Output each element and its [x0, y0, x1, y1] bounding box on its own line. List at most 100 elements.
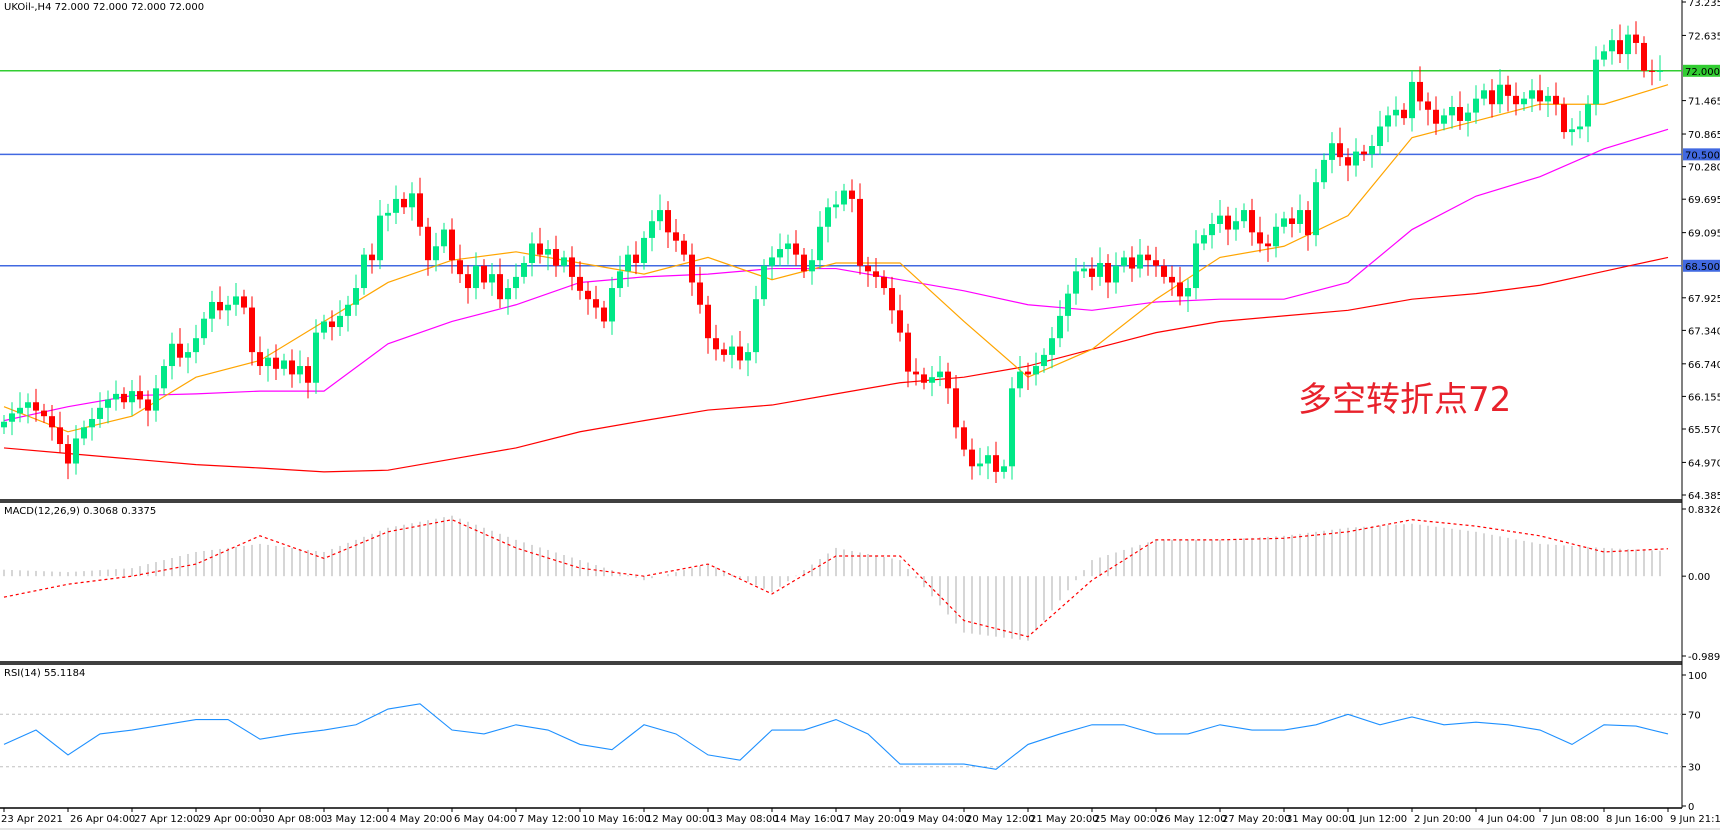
- chart-title: UKOil-,H4 72.000 72.000 72.000 72.000: [4, 2, 205, 13]
- ma-mid-line: [3, 128, 1669, 422]
- candle-body: [217, 301, 223, 311]
- candle: [1497, 69, 1503, 114]
- candle-body: [1633, 34, 1639, 43]
- price-tick-label: 66.740: [1688, 360, 1720, 371]
- candle: [217, 286, 223, 320]
- candle: [873, 257, 879, 289]
- candle-body: [321, 321, 327, 333]
- candle: [337, 300, 343, 336]
- candle-body: [1185, 288, 1191, 297]
- candle: [121, 387, 127, 409]
- candle: [1129, 246, 1135, 282]
- time-tick-label: 26 Apr 04:00: [70, 814, 135, 825]
- candle-body: [73, 438, 79, 464]
- candle: [1041, 348, 1047, 373]
- candle: [321, 314, 327, 340]
- candle-body: [633, 254, 639, 263]
- candle-body: [1257, 232, 1263, 244]
- candle-body: [153, 388, 159, 411]
- candle-body: [825, 207, 831, 227]
- candle-body: [105, 399, 111, 408]
- candle-body: [1521, 98, 1527, 105]
- candle-body: [745, 352, 751, 361]
- candle-body: [409, 193, 415, 208]
- candle-body: [425, 226, 431, 261]
- candle: [1409, 70, 1415, 132]
- candle-body: [1657, 70, 1663, 72]
- candle: [561, 250, 567, 273]
- candle: [881, 270, 887, 295]
- candle: [521, 256, 527, 284]
- candle-body: [1321, 159, 1327, 183]
- candle: [729, 335, 735, 369]
- candle-body: [793, 243, 799, 255]
- candle-body: [897, 310, 903, 333]
- candle-body: [1329, 143, 1335, 160]
- candle-body: [929, 377, 935, 383]
- candle: [1433, 96, 1439, 135]
- price-tick-label: 70.865: [1688, 130, 1720, 141]
- candle-body: [329, 321, 335, 328]
- price-tick-label: 64.970: [1688, 458, 1720, 469]
- candle-body: [1313, 182, 1319, 236]
- time-tick-label: 14 May 16:00: [774, 814, 843, 825]
- time-tick-label: 31 May 00:00: [1286, 814, 1355, 825]
- candle-body: [297, 366, 303, 375]
- candle-body: [785, 243, 791, 250]
- candle-body: [1561, 104, 1567, 133]
- candle-body: [49, 416, 55, 428]
- candle: [1569, 118, 1575, 146]
- candle-body: [369, 254, 375, 261]
- candle: [1489, 79, 1495, 118]
- candle-body: [1001, 466, 1007, 472]
- candle-body: [1497, 84, 1503, 105]
- candle-body: [1217, 215, 1223, 224]
- candle: [305, 357, 311, 399]
- candle-body: [521, 262, 527, 277]
- time-tick-label: 12 May 00:00: [646, 814, 715, 825]
- candle-body: [145, 399, 151, 411]
- candle: [81, 420, 87, 446]
- candle-body: [1481, 90, 1487, 99]
- candle-body: [465, 274, 471, 289]
- candle-body: [729, 346, 735, 355]
- candle-body: [1649, 70, 1655, 72]
- candle-body: [1601, 51, 1607, 60]
- price-tick-label: 69.095: [1688, 229, 1720, 240]
- candle-body: [361, 254, 367, 289]
- candle-body: [289, 360, 295, 375]
- candle-body: [1441, 115, 1447, 124]
- candle-body: [1241, 210, 1247, 222]
- candle: [865, 256, 871, 287]
- candle: [569, 246, 575, 291]
- candle-body: [1425, 101, 1431, 110]
- candle: [129, 379, 135, 416]
- candle-body: [233, 296, 239, 305]
- candle-body: [1209, 223, 1215, 236]
- candle: [1521, 91, 1527, 111]
- candle: [481, 259, 487, 290]
- rsi-tick-label: 0: [1688, 802, 1694, 813]
- candle: [65, 435, 71, 480]
- candle-body: [401, 198, 407, 208]
- time-tick-label: 27 Apr 12:00: [134, 814, 199, 825]
- macd-signal-line: [3, 519, 1669, 638]
- candle-body: [1465, 112, 1471, 121]
- candle: [593, 285, 599, 319]
- candle-body: [1449, 107, 1455, 116]
- candle-body: [1505, 84, 1511, 96]
- candle-body: [641, 237, 647, 263]
- candle-body: [1489, 90, 1495, 105]
- candle: [913, 358, 919, 386]
- candle: [457, 244, 463, 284]
- candle: [1457, 91, 1463, 130]
- candle: [657, 194, 663, 231]
- candle: [753, 285, 759, 364]
- candle: [1441, 108, 1447, 131]
- candle: [1601, 44, 1607, 67]
- candle: [617, 255, 623, 297]
- candle: [1481, 83, 1487, 106]
- candle-body: [969, 449, 975, 467]
- candle-body: [1457, 107, 1463, 121]
